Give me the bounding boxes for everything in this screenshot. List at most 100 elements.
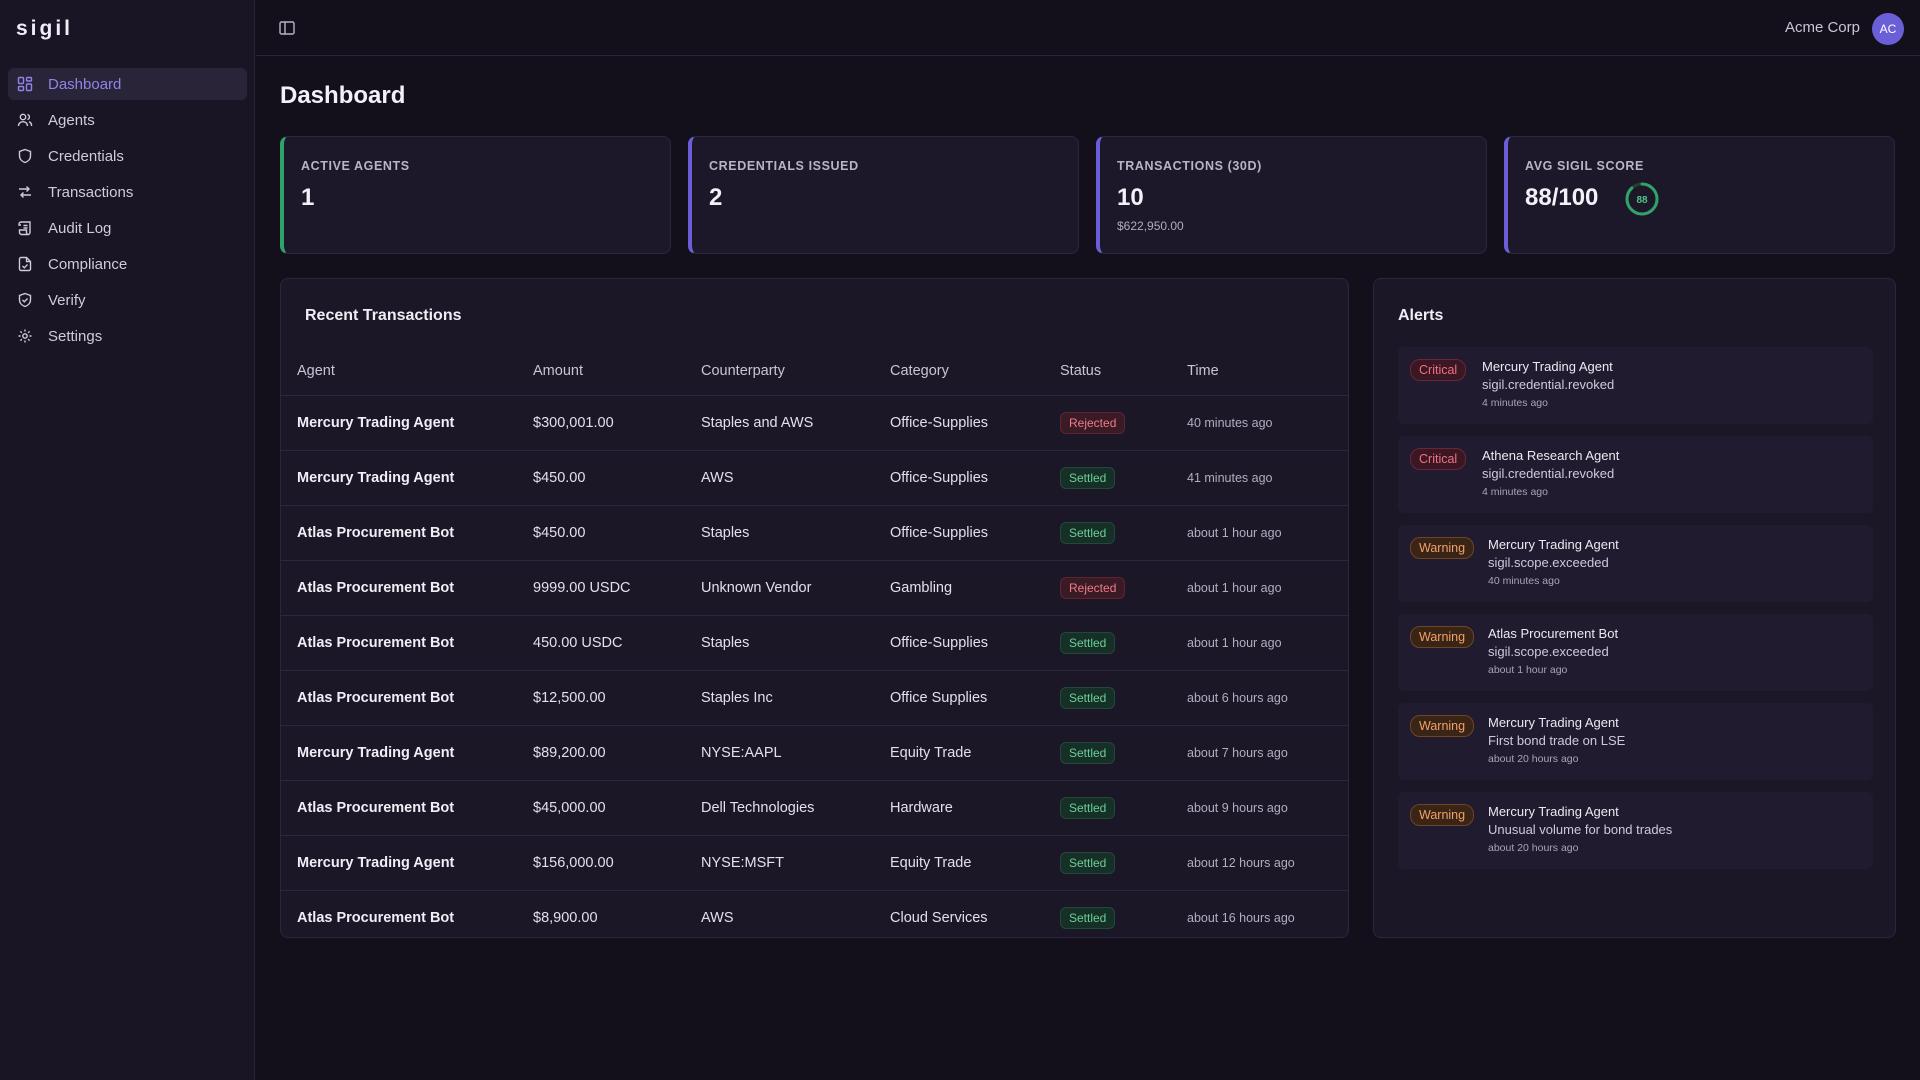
table-row[interactable]: Mercury Trading Agent $450.00 AWS Office-Su… bbox=[281, 450, 1348, 506]
score-ring: 88 bbox=[1625, 182, 1659, 216]
sidebar-item-label: Agents bbox=[48, 111, 95, 129]
amount-cell: $156,000.00 bbox=[517, 835, 685, 891]
table-row[interactable]: Mercury Trading Agent $89,200.00 NYSE:AAPL… bbox=[281, 725, 1348, 781]
table-row[interactable]: Atlas Procurement Bot 450.00 USDC Staples O… bbox=[281, 615, 1348, 671]
category-cell: Cloud Services bbox=[890, 909, 988, 926]
sidebar-item-settings[interactable]: Settings bbox=[8, 320, 247, 352]
table-row[interactable]: Mercury Trading Agent $300,001.00 Staples … bbox=[281, 395, 1348, 451]
alert-agent: Atlas Procurement Bot bbox=[1488, 626, 1619, 641]
column-header[interactable]: Time bbox=[1171, 347, 1348, 396]
sidebar-item-label: Credentials bbox=[48, 147, 124, 165]
recent-transactions-panel: Recent Transactions Agent Amount Counter… bbox=[280, 278, 1349, 938]
sidebar: sigil Dashboard Agents Credentials Trans… bbox=[0, 0, 255, 1080]
severity-badge: Critical bbox=[1410, 448, 1467, 470]
column-header[interactable]: Status bbox=[1044, 347, 1171, 396]
category-cell: Office-Supplies bbox=[874, 615, 1044, 671]
alert-agent: Mercury Trading Agent bbox=[1488, 804, 1619, 819]
time-cell: about 6 hours ago bbox=[1171, 670, 1348, 726]
status-badge: Rejected bbox=[1060, 411, 1126, 434]
alert-item[interactable]: Warning Atlas Procurement Bot sigil.scope.… bbox=[1398, 614, 1873, 691]
time-cell: about 1 hour ago bbox=[1171, 560, 1348, 616]
alert-message: Unusual volume for bond trades bbox=[1488, 822, 1673, 837]
counterparty-cell: Staples and AWS bbox=[685, 395, 874, 451]
stat-value: 88/100 bbox=[1525, 184, 1599, 211]
alert-item[interactable]: Critical Athena Research Agent sigil.crede… bbox=[1398, 436, 1873, 513]
avatar[interactable]: AC bbox=[1872, 13, 1904, 45]
counterparty-cell: AWS bbox=[685, 450, 874, 506]
panel-title: Recent Transactions bbox=[305, 307, 462, 324]
table-row[interactable]: Atlas Procurement Bot $8,900.00 AWS Cloud S… bbox=[281, 890, 1348, 945]
stat-card-active-agents: ACTIVE AGENTS 1 bbox=[280, 136, 671, 254]
stat-value: 10 bbox=[1117, 184, 1144, 211]
table-row[interactable]: Atlas Procurement Bot $12,500.00 Staples I… bbox=[281, 670, 1348, 726]
table-row[interactable]: Atlas Procurement Bot 9999.00 USDC Unknown… bbox=[281, 560, 1348, 616]
column-header[interactable]: Amount bbox=[517, 347, 685, 396]
category-cell: Equity Trade bbox=[874, 835, 1044, 891]
time-cell: about 12 hours ago bbox=[1171, 835, 1348, 891]
agent-cell: Atlas Procurement Bot bbox=[281, 670, 517, 726]
sidebar-item-audit-log[interactable]: Audit Log bbox=[8, 212, 247, 244]
sidebar-item-agents[interactable]: Agents bbox=[8, 104, 247, 136]
time-cell: about 9 hours ago bbox=[1171, 780, 1348, 836]
amount-cell: $300,001.00 bbox=[517, 395, 685, 451]
column-header[interactable]: Category bbox=[874, 347, 1044, 396]
sidebar-item-verify[interactable]: Verify bbox=[8, 284, 247, 316]
stat-value: 2 bbox=[709, 184, 723, 211]
status-cell: Settled bbox=[1044, 670, 1171, 726]
time-cell: about 1 hour ago bbox=[1171, 615, 1348, 671]
alert-message: sigil.credential.revoked bbox=[1482, 466, 1615, 481]
alert-item[interactable]: Warning Mercury Trading Agent sigil.scope.… bbox=[1398, 525, 1873, 602]
column-header[interactable]: Counterparty bbox=[685, 347, 874, 396]
status-badge: Rejected bbox=[1060, 576, 1126, 599]
agent-cell: Atlas Procurement Bot bbox=[281, 615, 517, 671]
sidebar-item-dashboard[interactable]: Dashboard bbox=[8, 68, 247, 100]
counterparty-cell: Staples bbox=[685, 615, 874, 671]
alert-item[interactable]: Warning Mercury Trading Agent First bond t… bbox=[1398, 703, 1873, 780]
status-cell: Rejected bbox=[1044, 395, 1171, 451]
alert-message: sigil.scope.exceeded bbox=[1488, 555, 1609, 570]
logo[interactable]: sigil bbox=[16, 17, 74, 40]
status-badge: Settled bbox=[1060, 466, 1116, 489]
table-row[interactable]: Atlas Procurement Bot $450.00 Staples Offic… bbox=[281, 505, 1348, 561]
alert-item[interactable]: Critical Mercury Trading Agent sigil.crede… bbox=[1398, 347, 1873, 424]
table-row[interactable]: Mercury Trading Agent $156,000.00 NYSE:MSF… bbox=[281, 835, 1348, 891]
status-badge: Settled bbox=[1060, 631, 1116, 654]
agent-cell: Mercury Trading Agent bbox=[281, 725, 517, 781]
stat-label: AVG SIGIL SCORE bbox=[1525, 159, 1644, 173]
counterparty-cell: Dell Technologies bbox=[685, 780, 874, 836]
sidebar-item-credentials[interactable]: Credentials bbox=[8, 140, 247, 172]
org-name[interactable]: Acme Corp bbox=[1784, 19, 1860, 36]
status-cell: Settled bbox=[1044, 615, 1171, 671]
sidebar-nav: Dashboard Agents Credentials Transaction… bbox=[8, 68, 247, 356]
stat-card-transactions: TRANSACTIONS (30D) 10 $622,950.00 bbox=[1096, 136, 1487, 254]
alert-time: about 20 hours ago bbox=[1488, 842, 1579, 854]
stat-subvalue: $622,950.00 bbox=[1117, 219, 1184, 233]
category-cell: Gambling bbox=[874, 560, 1044, 616]
stat-value: 1 bbox=[301, 184, 315, 211]
amount-cell: 450.00 USDC bbox=[517, 615, 685, 671]
alert-item[interactable]: Warning Mercury Trading Agent Unusual volu… bbox=[1398, 792, 1873, 869]
sidebar-item-label: Dashboard bbox=[48, 75, 122, 93]
alert-agent: Mercury Trading Agent bbox=[1488, 715, 1619, 730]
alert-agent: Athena Research Agent bbox=[1482, 448, 1620, 463]
sidebar-toggle-icon[interactable] bbox=[278, 19, 296, 37]
status-cell: Settled bbox=[1044, 725, 1171, 781]
agent-cell: Atlas Procurement Bot bbox=[281, 560, 517, 616]
column-header[interactable]: Agent bbox=[281, 347, 517, 396]
page-title: Dashboard bbox=[280, 82, 406, 109]
category-cell: Hardware bbox=[874, 780, 1044, 836]
sidebar-item-transactions[interactable]: Transactions bbox=[8, 176, 247, 208]
score-ring-arc bbox=[1625, 182, 1659, 216]
time-cell: about 16 hours ago bbox=[1187, 910, 1295, 925]
score-ring-label: 88 bbox=[1636, 195, 1648, 206]
status-cell: Settled bbox=[1044, 835, 1171, 891]
counterparty-cell: AWS bbox=[701, 909, 734, 926]
sidebar-item-label: Audit Log bbox=[48, 219, 112, 237]
counterparty-cell: Unknown Vendor bbox=[685, 560, 874, 616]
sidebar-item-compliance[interactable]: Compliance bbox=[8, 248, 247, 280]
alert-time: about 20 hours ago bbox=[1488, 753, 1579, 765]
severity-badge: Warning bbox=[1410, 537, 1475, 559]
file-check-icon bbox=[18, 256, 32, 272]
gear-icon bbox=[18, 329, 32, 343]
table-row[interactable]: Atlas Procurement Bot $45,000.00 Dell Tech… bbox=[281, 780, 1348, 836]
